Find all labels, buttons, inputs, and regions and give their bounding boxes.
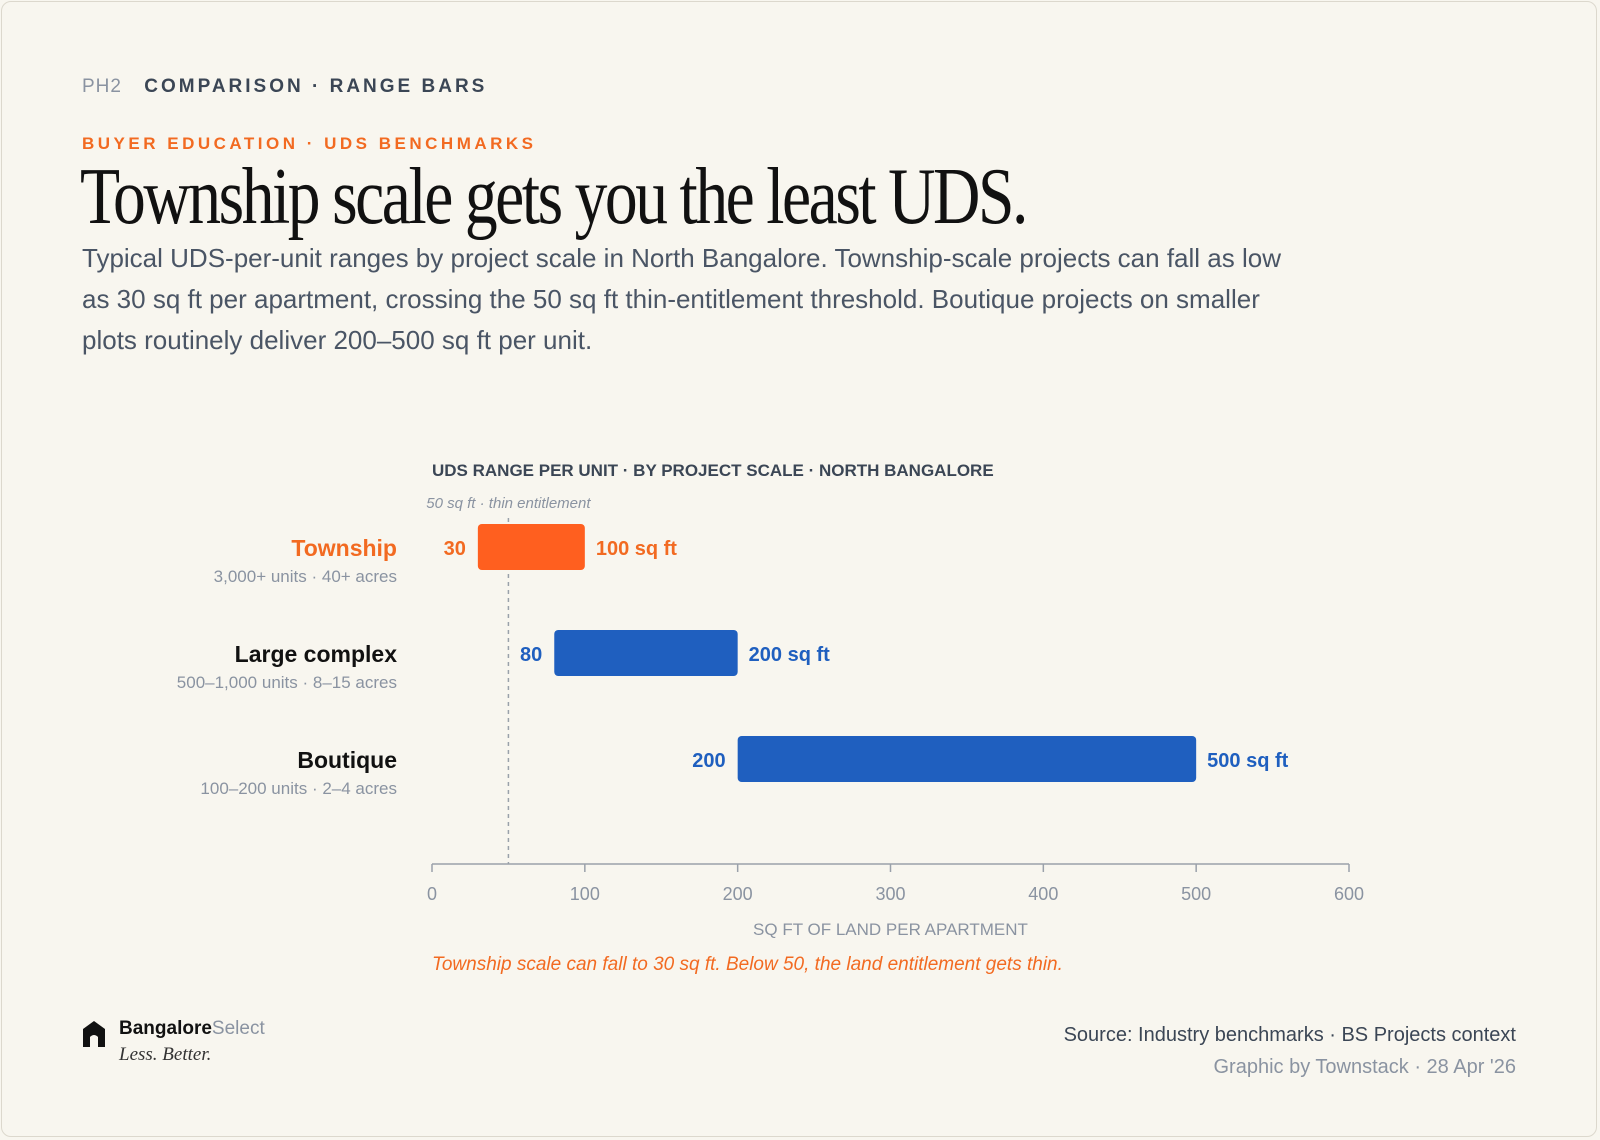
x-tick-label: 300 xyxy=(875,884,905,904)
min-value-label: 30 xyxy=(444,538,466,560)
kicker: PH2 COMPARISON · RANGE BARS xyxy=(82,76,487,98)
max-value-label: 100 sq ft xyxy=(596,538,677,560)
category-label: Large complex xyxy=(235,641,398,667)
x-tick-label: 500 xyxy=(1181,884,1211,904)
brand-name: BangaloreSelect xyxy=(119,1018,265,1040)
category-subtitle: 3,000+ units · 40+ acres xyxy=(214,567,397,586)
brand-name-bold: Bangalore xyxy=(119,1018,212,1039)
x-tick-label: 100 xyxy=(570,884,600,904)
x-tick-label: 600 xyxy=(1334,884,1364,904)
min-value-label: 80 xyxy=(520,644,542,666)
min-value-label: 200 xyxy=(692,750,725,772)
range-bar xyxy=(737,736,1197,782)
range-bar xyxy=(477,524,585,570)
range-bar-chart: UDS RANGE PER UNIT · BY PROJECT SCALE · … xyxy=(177,461,1364,975)
category-subtitle: 500–1,000 units · 8–15 acres xyxy=(177,673,397,692)
max-value-label: 500 sq ft xyxy=(1207,750,1288,772)
section-code: PH2 xyxy=(82,76,122,97)
section-label: COMPARISON · RANGE BARS xyxy=(144,76,488,97)
brand-tagline: Less. Better. xyxy=(119,1044,212,1065)
eyebrow: BUYER EDUCATION · UDS BENCHMARKS xyxy=(82,134,537,153)
x-axis-title: SQ FT OF LAND PER APARTMENT xyxy=(753,920,1028,939)
x-tick-label: 200 xyxy=(723,884,753,904)
x-tick-label: 0 xyxy=(427,884,437,904)
chart-layer: UDS RANGE PER UNIT · BY PROJECT SCALE · … xyxy=(177,461,1364,975)
max-value-label: 200 sq ft xyxy=(749,644,830,666)
category-label: Township xyxy=(291,535,397,561)
chart-title: UDS RANGE PER UNIT · BY PROJECT SCALE · … xyxy=(432,461,994,480)
lede: Typical UDS-per-unit ranges by project s… xyxy=(82,243,1281,355)
category-subtitle: 100–200 units · 2–4 acres xyxy=(200,779,397,798)
credit-note: Graphic by Townstack · 28 Apr '26 xyxy=(1213,1056,1517,1078)
source-note: Source: Industry benchmarks · BS Project… xyxy=(1063,1024,1516,1046)
reference-line-label: 50 sq ft · thin entitlement xyxy=(426,495,591,512)
chart-annotation: Township scale can fall to 30 sq ft. Bel… xyxy=(432,954,1063,975)
headline: Township scale gets you the least UDS. xyxy=(80,153,1028,241)
house-icon xyxy=(83,1021,105,1047)
category-label: Boutique xyxy=(297,747,397,773)
brand-name-light: Select xyxy=(211,1018,265,1039)
x-tick-label: 400 xyxy=(1028,884,1058,904)
range-bar xyxy=(554,630,738,676)
